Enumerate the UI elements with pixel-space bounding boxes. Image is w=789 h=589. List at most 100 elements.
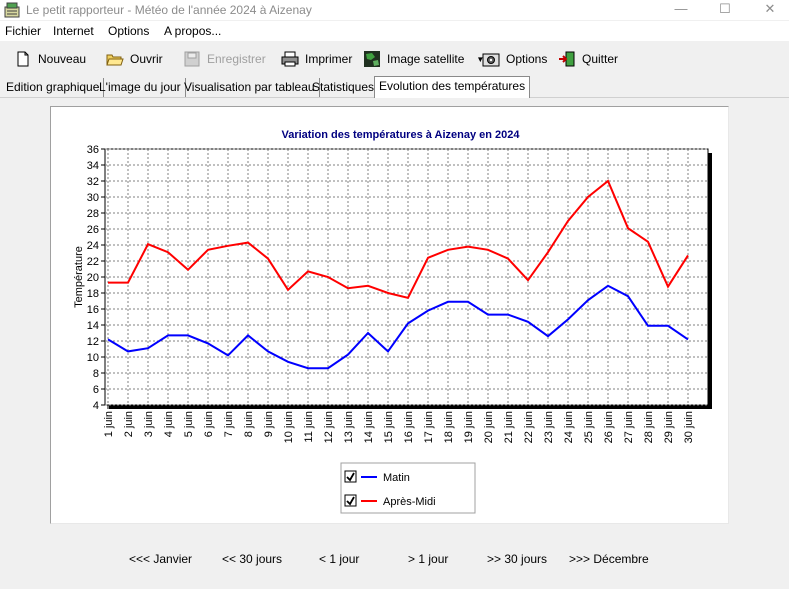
x-tick-label: 7 juin [223,411,235,437]
x-tick-label: 26 juin [603,411,615,443]
y-tick-label: 28 [87,208,99,220]
checkmark-icon [346,472,355,482]
x-tick-label: 22 juin [523,411,535,443]
save-icon [184,51,200,67]
nav-decembre-button[interactable]: >>> Décembre [569,552,649,566]
x-tick-label: 30 juin [683,411,695,443]
nav-back-1-button[interactable]: < 1 jour [319,552,360,566]
x-tick-label: 20 juin [483,411,495,443]
tab-visualisation-tableau[interactable]: Visualisation par tableau [180,78,320,97]
tab-edition-graphique[interactable]: Edition graphique [2,78,105,97]
legend-label: Matin [383,472,410,484]
minimize-button[interactable]: — [674,1,688,16]
x-tick-label: 15 juin [383,411,395,443]
printer-icon [281,51,299,67]
x-tick-label: 13 juin [343,411,355,443]
tab-statistiques[interactable]: Statistiques [308,78,380,97]
y-tick-label: 12 [87,336,99,348]
x-tick-label: 14 juin [363,411,375,443]
y-axis-label: Température [73,246,85,308]
new-document-icon [17,51,29,67]
x-tick-label: 12 juin [323,411,335,443]
x-tick-label: 24 juin [563,411,575,443]
x-tick-label: 2 juin [123,411,135,437]
quitter-button[interactable]: Quitter [558,48,618,70]
x-tick-label: 23 juin [543,411,555,443]
legend-checkbox[interactable] [344,494,357,507]
x-tick-label: 27 juin [623,411,635,443]
y-tick-label: 20 [87,272,99,284]
x-tick-label: 18 juin [443,411,455,443]
menu-fichier[interactable]: Fichier [5,24,42,38]
legend-label: Après-Midi [383,496,436,508]
y-tick-label: 26 [87,224,99,236]
y-tick-label: 22 [87,256,99,268]
y-tick-label: 8 [93,368,99,380]
enregistrer-button[interactable]: Enregistrer [183,48,266,70]
menu-a-propos[interactable]: A propos... [164,24,222,38]
day-navigation: <<< Janvier << 30 jours < 1 jour > 1 jou… [0,549,789,569]
x-tick-label: 21 juin [503,411,515,443]
x-tick-label: 19 juin [463,411,475,443]
y-tick-label: 24 [87,240,99,252]
open-folder-icon [106,54,124,66]
x-tick-label: 9 juin [263,411,275,437]
ouvrir-button[interactable]: Ouvrir [106,48,163,70]
x-tick-label: 8 juin [243,411,255,437]
options-button[interactable]: Options [482,48,547,70]
x-tick-label: 4 juin [163,411,175,437]
chart-panel: Variation des températures à Aizenay en … [50,106,729,524]
y-tick-label: 10 [87,352,99,364]
y-tick-label: 36 [87,144,99,156]
series-line-apres-midi [108,179,689,299]
y-tick-label: 34 [87,160,99,172]
chevron-down-icon[interactable]: ▼ [476,54,485,64]
x-tick-label: 6 juin [203,411,215,437]
tab-bar: Edition graphique L'image du jour Visual… [0,76,789,98]
nav-back-30-button[interactable]: << 30 jours [222,552,283,566]
toolbar: Nouveau Ouvrir Enregistrer Imprimer Imag… [0,44,789,72]
settings-icon [482,53,500,67]
nav-forward-1-button[interactable]: > 1 jour [408,552,449,566]
x-tick-label: 17 juin [423,411,435,443]
x-tick-label: 1 juin [103,411,115,437]
title-bar: Le petit rapporteur - Météo de l'année 2… [0,0,789,20]
app-icon [4,2,20,18]
image-satellite-button[interactable]: Image satellite ▼ [363,48,484,70]
legend-checkbox[interactable] [344,470,357,483]
menu-internet[interactable]: Internet [53,24,94,38]
y-tick-label: 30 [87,192,99,204]
tab-evolution-temperatures[interactable]: Evolution des températures [374,76,531,98]
menu-options[interactable]: Options [108,24,150,38]
nouveau-button[interactable]: Nouveau [14,48,86,70]
nav-janvier-button[interactable]: <<< Janvier [129,552,193,566]
y-tick-label: 6 [93,384,99,396]
maximize-button[interactable]: ☐ [719,1,731,16]
menu-bar: Fichier Internet Options A propos... [0,21,789,41]
nav-forward-30-button[interactable]: >> 30 jours [487,552,548,566]
y-tick-label: 14 [87,320,99,332]
x-tick-label: 3 juin [143,411,155,437]
exit-door-icon [559,51,575,67]
y-tick-label: 32 [87,176,99,188]
y-tick-label: 16 [87,304,99,316]
x-tick-label: 25 juin [583,411,595,443]
close-button[interactable]: ✕ [764,1,776,16]
series-line-matin [107,284,689,370]
tab-image-du-jour[interactable]: L'image du jour [95,78,186,97]
temperature-chart: Variation des températures à Aizenay en … [73,129,712,514]
chart-title: Variation des températures à Aizenay en … [281,129,520,141]
y-tick-label: 4 [93,400,99,412]
imprimer-button[interactable]: Imprimer [281,48,352,70]
x-tick-label: 29 juin [663,411,675,443]
x-tick-label: 28 juin [643,411,655,443]
checkmark-icon [346,496,355,506]
x-tick-label: 11 juin [303,411,315,443]
y-tick-label: 18 [87,288,99,300]
x-tick-label: 5 juin [183,411,195,437]
x-tick-label: 16 juin [403,411,415,443]
satellite-icon [364,51,380,67]
x-tick-label: 10 juin [283,411,295,443]
window-title: Le petit rapporteur - Météo de l'année 2… [26,3,312,17]
legend-box [340,462,476,514]
